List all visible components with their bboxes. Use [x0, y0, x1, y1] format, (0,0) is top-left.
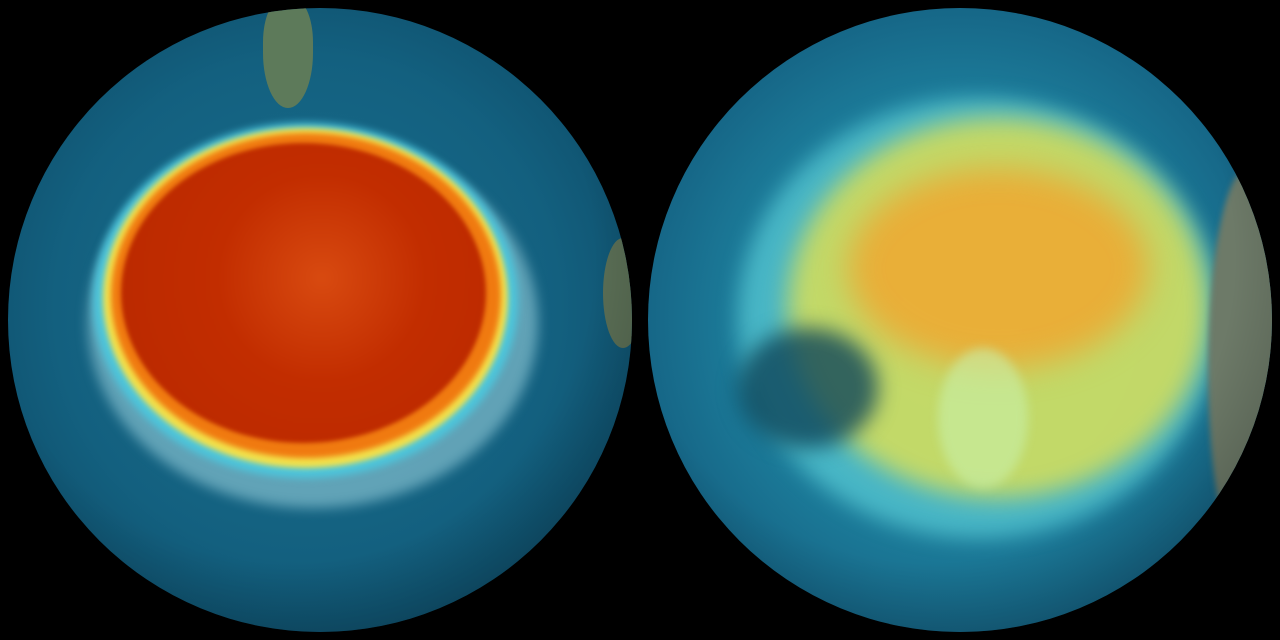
globe-right — [648, 8, 1272, 632]
south-america-land — [263, 8, 313, 108]
east-land — [1208, 168, 1272, 568]
africa-land — [603, 238, 632, 348]
globe-shading — [8, 8, 632, 632]
dark-ocean-patch — [738, 328, 878, 448]
globe-shading — [648, 8, 1272, 632]
orange-core — [848, 168, 1148, 368]
globe-left — [8, 8, 632, 632]
ozone-hole-core — [121, 143, 486, 443]
antarctica-land — [938, 348, 1028, 488]
